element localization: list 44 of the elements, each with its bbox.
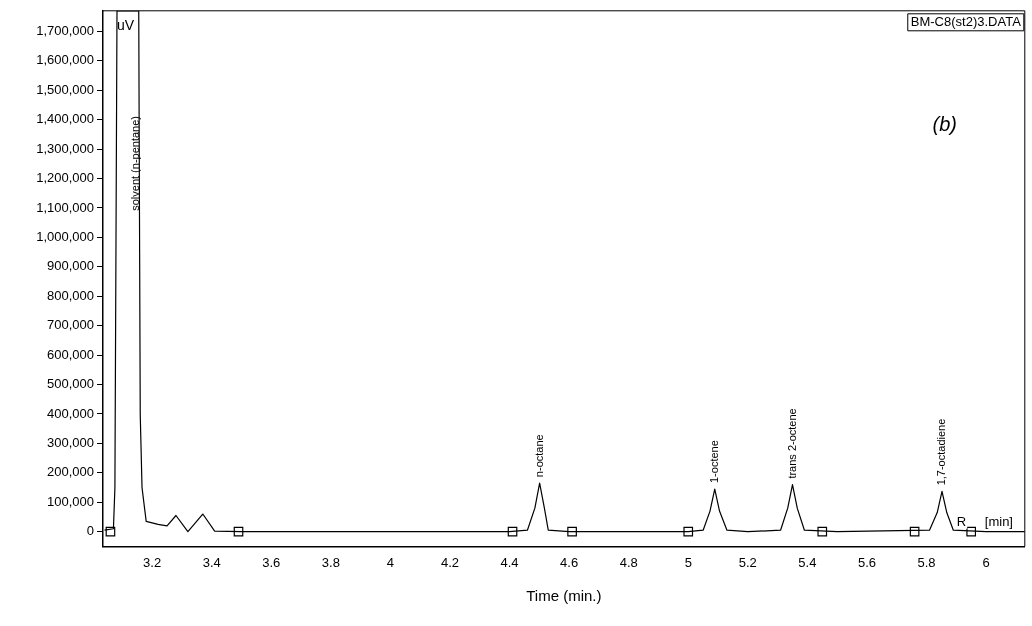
y-tick-label: 1,000,000 [36,228,94,244]
y-tick-label: 700,000 [47,317,94,333]
y-tick-label: 600,000 [47,346,94,362]
y-tick-label: 500,000 [47,376,94,392]
x-tick-label: 5.2 [738,554,757,570]
x-tick-label: 4 [386,554,395,570]
annotation: BM-C8(st2)3.DATA [910,13,1022,29]
x-tick-label: 4.8 [619,554,638,570]
annotation: trans 2-octene [785,408,798,479]
y-tick-label: 100,000 [47,493,94,509]
y-tick-label: 1,500,000 [36,81,94,97]
x-tick-label: 5.4 [798,554,817,570]
y-tick-label: 300,000 [47,434,94,450]
x-tick-label: 3.4 [202,554,221,570]
y-tick-label: 1,300,000 [36,140,94,156]
x-tick-label: 6 [982,554,990,570]
y-tick-label: 1,200,000 [36,170,94,186]
x-tick-label: 3.2 [143,554,162,570]
y-tick-label: 1,700,000 [36,22,94,38]
y-tick-label: 1,400,000 [36,111,94,127]
annotation: [min] [984,513,1013,529]
x-tick-label: 4.2 [440,554,460,570]
annotation: n-octane [532,434,545,478]
x-tick-label: 4.4 [500,554,519,570]
x-tick-label: 3.8 [321,554,340,570]
x-tick-label: 5 [684,554,692,570]
y-tick-label: 0 [86,523,94,539]
annotation: solvent (n-pentane) [129,116,142,211]
x-tick-label: 3.6 [262,554,281,570]
y-tick-label: 1,100,000 [36,199,94,215]
y-tick-label: 200,000 [47,464,94,480]
x-axis-title: Time (min.) [526,587,602,605]
annotation: R [956,513,967,529]
x-tick-label: 5.8 [917,554,936,570]
x-tick-label: 4.6 [560,554,579,570]
y-tick-label: 1,600,000 [36,52,94,68]
y-tick-label: 900,000 [47,258,94,274]
y-tick-label: 400,000 [47,405,94,421]
y-axis-title: uV [117,16,135,33]
annotation: 1,7-octadiene [935,418,948,486]
x-tick-label: 5.6 [857,554,876,570]
annotation: (b) [932,113,958,136]
annotation: 1-octene [707,440,720,484]
y-tick-label: 800,000 [47,287,94,303]
